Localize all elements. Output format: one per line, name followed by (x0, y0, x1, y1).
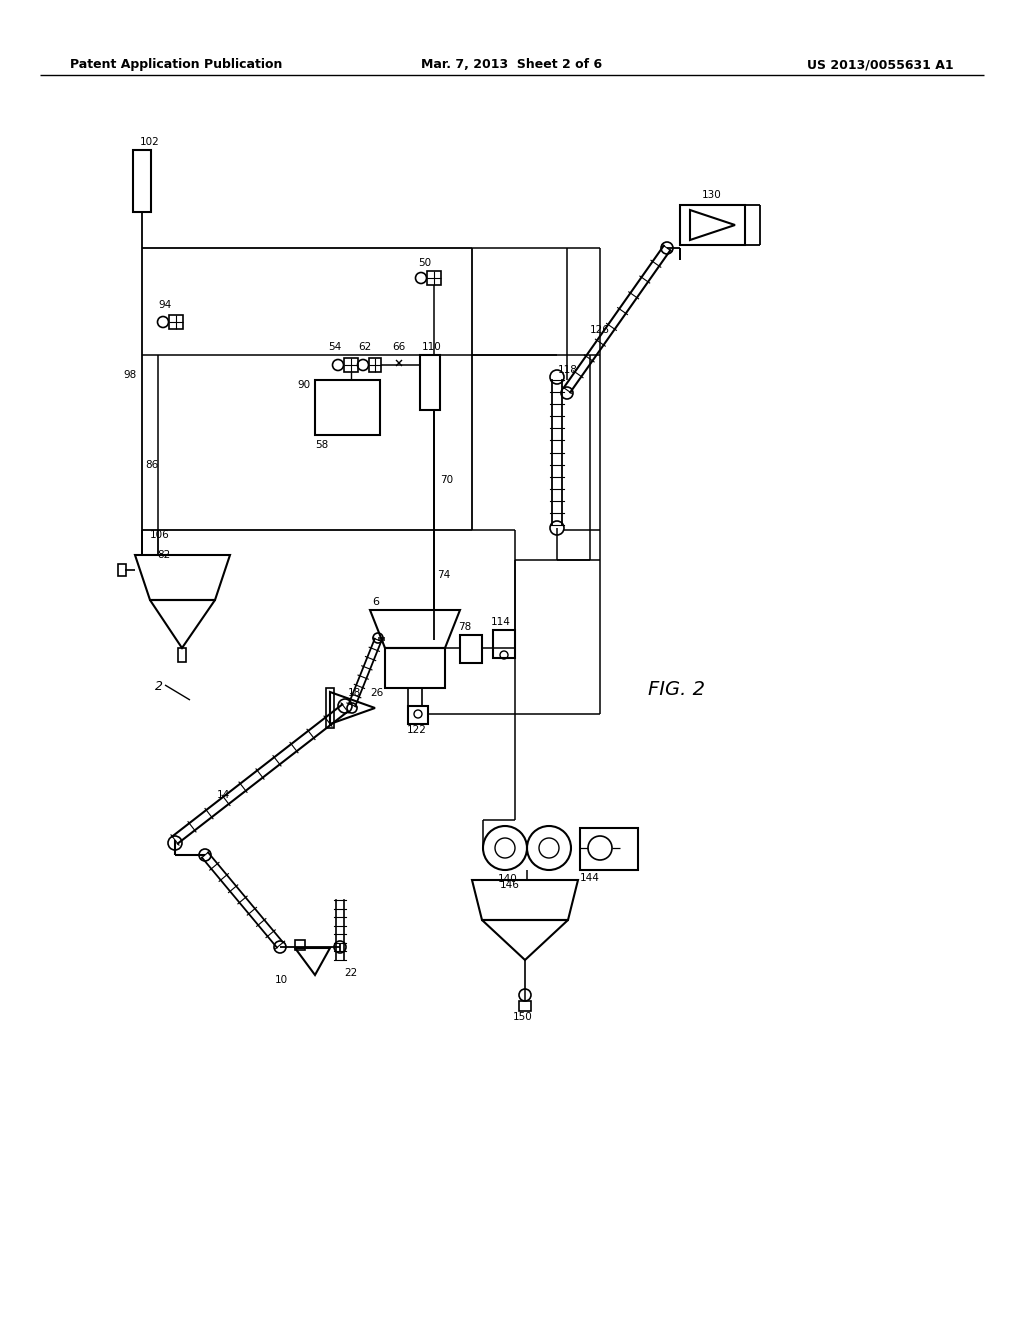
Text: 90: 90 (297, 380, 310, 389)
Text: 70: 70 (440, 475, 454, 484)
Text: 74: 74 (437, 570, 451, 579)
Text: 22: 22 (344, 968, 357, 978)
Text: 114: 114 (490, 616, 511, 627)
Text: 62: 62 (358, 342, 372, 352)
Text: 6: 6 (372, 597, 379, 607)
Text: 50: 50 (418, 257, 431, 268)
Text: 2: 2 (155, 680, 163, 693)
Bar (408, 688, 422, 706)
Bar (420, 355, 440, 411)
Text: 66: 66 (392, 342, 406, 352)
Bar (315, 380, 380, 436)
Text: 146: 146 (500, 880, 520, 890)
Bar (493, 630, 515, 657)
Bar (133, 150, 151, 213)
Bar (580, 828, 638, 870)
Text: 106: 106 (150, 531, 170, 540)
Bar (519, 1001, 531, 1011)
Text: 86: 86 (145, 459, 159, 470)
Bar (169, 315, 183, 329)
Bar (178, 648, 186, 663)
Text: 54: 54 (328, 342, 341, 352)
Text: 150: 150 (513, 1012, 532, 1022)
Text: 26: 26 (370, 688, 383, 698)
Text: US 2013/0055631 A1: US 2013/0055631 A1 (807, 58, 954, 71)
Text: 14: 14 (217, 789, 230, 800)
Text: 58: 58 (315, 440, 329, 450)
Text: 140: 140 (498, 874, 518, 884)
Text: 110: 110 (422, 342, 441, 352)
Bar (369, 358, 381, 372)
Bar (385, 648, 445, 688)
Bar (326, 688, 334, 729)
Text: 144: 144 (580, 873, 600, 883)
Bar (118, 564, 126, 576)
Text: 18: 18 (348, 688, 361, 698)
Bar (680, 205, 745, 246)
Bar (427, 271, 441, 285)
Text: 126: 126 (590, 325, 610, 335)
Text: Patent Application Publication: Patent Application Publication (70, 58, 283, 71)
Text: Mar. 7, 2013  Sheet 2 of 6: Mar. 7, 2013 Sheet 2 of 6 (422, 58, 602, 71)
Text: 98: 98 (124, 370, 137, 380)
Bar (460, 635, 482, 663)
Text: 130: 130 (702, 190, 722, 201)
Bar (295, 940, 305, 950)
Text: 118: 118 (558, 366, 578, 375)
Text: 10: 10 (275, 975, 288, 985)
Text: 82: 82 (157, 550, 170, 560)
Text: FIG. 2: FIG. 2 (648, 680, 705, 700)
Text: 102: 102 (140, 137, 160, 147)
Text: 78: 78 (458, 622, 471, 632)
Text: 122: 122 (407, 725, 427, 735)
Bar (344, 358, 358, 372)
Bar (408, 706, 428, 723)
Text: 94: 94 (158, 300, 171, 310)
